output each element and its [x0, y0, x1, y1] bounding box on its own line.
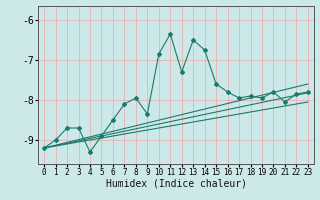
X-axis label: Humidex (Indice chaleur): Humidex (Indice chaleur): [106, 179, 246, 189]
